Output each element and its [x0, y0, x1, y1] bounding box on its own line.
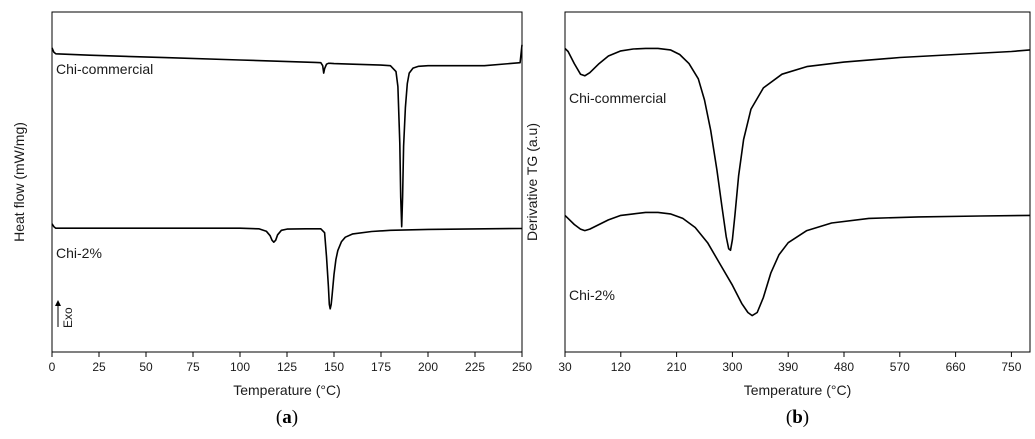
x-tick-label: 150 — [324, 360, 344, 374]
x-tick-label: 30 — [558, 360, 572, 374]
x-tick-label: 75 — [186, 360, 200, 374]
panel-label-a: (a) — [276, 407, 298, 428]
y-axis-title-b: Derivative TG (a.u) — [524, 123, 540, 241]
x-axis-title-a: Temperature (°C) — [233, 382, 341, 398]
x-tick-label: 210 — [667, 360, 687, 374]
panel-a: 0 25 50 75 100 125 150 175 200 225 250 Chi-commerc… — [11, 11, 532, 428]
x-tick-label: 50 — [139, 360, 153, 374]
curve-labels-a: Chi-commercial Chi-2% — [56, 61, 153, 261]
x-tick-label: 100 — [230, 360, 250, 374]
arrow-up-icon — [55, 300, 61, 306]
curve-labels-b: Chi-commercial Chi-2% — [569, 90, 666, 303]
x-axis-ticks-a: 0 25 50 75 100 125 150 175 200 225 250 — [49, 352, 532, 374]
panel-label-b: (b) — [786, 407, 809, 428]
x-tick-label: 25 — [92, 360, 106, 374]
series-label-chi-commercial: Chi-commercial — [569, 90, 666, 106]
series-line-chi-2pct — [564, 211, 1031, 317]
x-tick-label: 480 — [834, 360, 854, 374]
series-line-chi-2pct — [51, 223, 523, 310]
exo-annotation: Exo — [55, 300, 75, 328]
x-axis-ticks-b: 30 120 210 300 390 480 570 660 750 — [558, 352, 1022, 374]
x-tick-label: 200 — [418, 360, 438, 374]
x-tick-label: 125 — [277, 360, 297, 374]
x-tick-label: 225 — [465, 360, 485, 374]
y-axis-title-a: Heat flow (mW/mg) — [11, 122, 27, 242]
panel-label-a-letter: a — [282, 407, 292, 428]
x-tick-label: 660 — [946, 360, 966, 374]
series-label-chi-commercial: Chi-commercial — [56, 61, 153, 77]
panel-label-b-open: ( — [786, 407, 792, 428]
x-tick-label: 120 — [611, 360, 631, 374]
x-axis-title-b: Temperature (°C) — [744, 382, 852, 398]
panel-label-b-letter: b — [792, 407, 803, 428]
x-tick-label: 300 — [722, 360, 742, 374]
plot-frame-b — [564, 11, 1031, 353]
x-tick-label: 570 — [890, 360, 910, 374]
x-tick-label: 390 — [778, 360, 798, 374]
x-tick-label: 250 — [512, 360, 532, 374]
series-label-chi-2pct: Chi-2% — [56, 245, 102, 261]
x-tick-label: 750 — [1001, 360, 1021, 374]
series-line-chi-commercial — [564, 47, 1031, 252]
series-line-chi-commercial — [51, 44, 523, 228]
x-tick-label: 175 — [371, 360, 391, 374]
panel-label-a-open: ( — [276, 407, 282, 428]
panel-label-b-close: ) — [803, 407, 809, 428]
curves-b — [564, 47, 1031, 317]
x-tick-label: 0 — [49, 360, 56, 374]
series-label-chi-2pct: Chi-2% — [569, 287, 615, 303]
exo-label: Exo — [61, 307, 75, 328]
panel-b: 30 120 210 300 390 480 570 660 750 Chi-commercia… — [524, 11, 1031, 428]
panel-label-a-close: ) — [292, 407, 298, 428]
curves-a — [51, 44, 523, 310]
